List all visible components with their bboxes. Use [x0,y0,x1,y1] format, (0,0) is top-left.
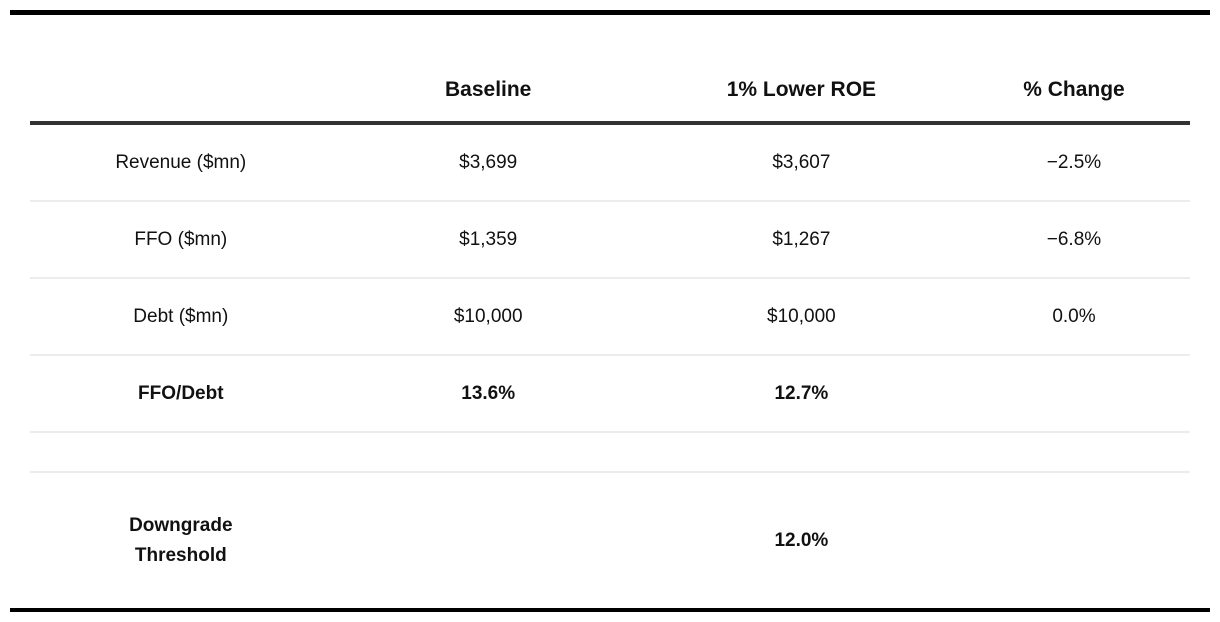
pct-change-cell: −6.8% [1046,228,1102,250]
table-row [30,433,1190,473]
table-row: FFO/Debt 13.6% 12.7% [30,356,1190,433]
header-cell-pct-change: % Change [1023,77,1125,101]
pct-change-cell: 0.0% [1052,305,1096,327]
baseline-cell: $10,000 [453,305,523,327]
row-label-cell: Downgrade Threshold [129,515,233,566]
row-label-cell: Revenue ($mn) [115,151,247,173]
header-rule [30,121,1190,125]
lower-roe-cell: $10,000 [767,305,836,327]
baseline-cell: 13.6% [461,382,516,404]
lower-roe-cell: $3,607 [772,151,831,173]
table-row: Revenue ($mn) $3,699 $3,607 −2.5% [30,125,1190,202]
sensitivity-table: Baseline 1% Lower ROE % Change Revenue (… [30,15,1190,608]
header-cell-baseline: Baseline [444,77,532,101]
pct-change-cell: −2.5% [1046,151,1102,173]
lower-roe-cell: 12.0% [774,529,829,551]
table-row: Debt ($mn) $10,000 $10,000 0.0% [30,279,1190,356]
row-label-cell: FFO/Debt [138,382,224,404]
table-row: FFO ($mn) $1,359 $1,267 −6.8% [30,202,1190,279]
baseline-cell: $3,699 [459,151,518,173]
table-header-row: Baseline 1% Lower ROE % Change [30,15,1190,121]
table-bottom-rule [10,608,1210,612]
lower-roe-cell: 12.7% [774,382,829,404]
table-body: Revenue ($mn) $3,699 $3,607 −2.5% FFO ($… [30,125,1190,608]
row-label-cell: FFO ($mn) [134,228,228,250]
baseline-cell: $1,359 [459,228,518,250]
header-cell-lower-roe: 1% Lower ROE [726,77,877,101]
lower-roe-cell: $1,267 [772,228,831,250]
table-row: Downgrade Threshold 12.0% [30,473,1190,608]
table-top-rule [10,10,1210,15]
row-label-cell: Debt ($mn) [133,305,229,327]
